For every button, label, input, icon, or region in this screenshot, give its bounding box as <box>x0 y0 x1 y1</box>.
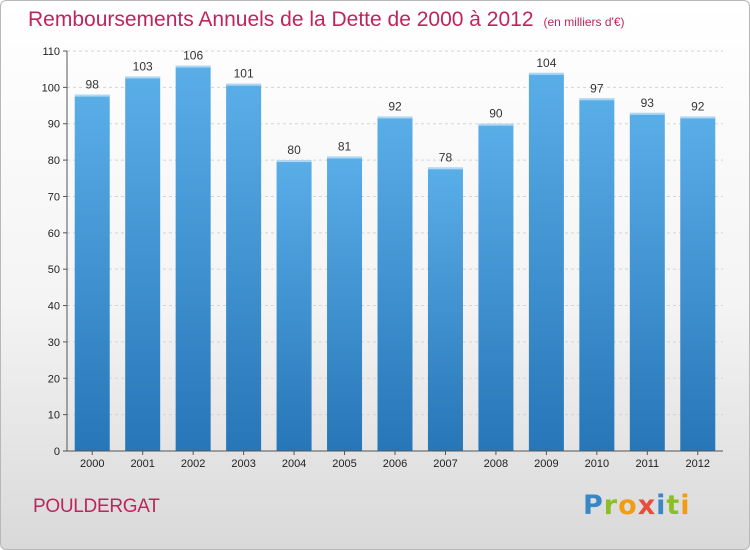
bar <box>427 167 463 451</box>
bar-highlight <box>175 65 211 68</box>
title-text: Remboursements Annuels de la Dette de 20… <box>28 8 534 31</box>
bar-highlight <box>478 123 514 126</box>
bar-highlight <box>377 116 413 119</box>
bar-value-label: 90 <box>489 107 503 121</box>
logo-letter: o <box>618 490 638 521</box>
bar <box>377 116 413 452</box>
bar-highlight <box>680 116 716 119</box>
y-tick-label: 20 <box>48 373 60 385</box>
x-tick-label: 2004 <box>282 458 306 470</box>
y-tick-label: 80 <box>48 155 60 167</box>
logo-letter: i <box>680 490 691 521</box>
bar-value-label: 98 <box>86 78 100 92</box>
title-unit: (en milliers d'€) <box>543 15 625 29</box>
bar <box>680 116 716 452</box>
bar-highlight <box>629 112 665 115</box>
logo-letter: P <box>583 490 604 521</box>
bar-highlight <box>327 156 363 159</box>
bar-value-label: 92 <box>691 99 705 113</box>
bar-value-label: 104 <box>536 56 556 70</box>
bar <box>579 98 615 451</box>
x-tick-label: 2001 <box>130 458 154 470</box>
bar <box>629 112 665 452</box>
bar-highlight <box>125 76 161 79</box>
bar <box>74 94 110 452</box>
x-tick-label: 2007 <box>433 458 457 470</box>
bar-value-label: 106 <box>183 49 203 63</box>
x-tick-label: 2011 <box>635 458 659 470</box>
y-tick-label: 10 <box>48 410 60 422</box>
y-tick-label: 60 <box>48 228 60 240</box>
logo-letter: x <box>637 490 657 521</box>
bar <box>175 65 211 451</box>
y-tick-label: 0 <box>54 446 60 458</box>
logo-letter: r <box>603 490 619 521</box>
x-tick-label: 2005 <box>332 458 356 470</box>
bar-highlight <box>226 83 262 86</box>
x-tick-label: 2002 <box>181 458 205 470</box>
bar-value-label: 78 <box>439 150 453 164</box>
y-tick-label: 110 <box>42 46 60 58</box>
bar-value-label: 80 <box>287 143 301 157</box>
y-tick-label: 70 <box>48 191 60 203</box>
bar <box>276 160 312 451</box>
bar-highlight <box>74 94 110 97</box>
bar-value-label: 97 <box>590 81 604 95</box>
x-tick-label: 2008 <box>484 458 508 470</box>
x-tick-label: 2006 <box>383 458 407 470</box>
x-tick-label: 2000 <box>80 458 104 470</box>
bar-value-label: 103 <box>133 59 153 73</box>
bars: 98 103 106 101 80 81 92 78 90 104 97 93 92 <box>74 49 716 452</box>
chart-title: Remboursements Annuels de la Dette de 20… <box>28 8 625 32</box>
commune-name: POULDERGAT <box>33 496 160 517</box>
proxiti-logo: Proxiti <box>583 490 691 521</box>
y-tick-label: 90 <box>48 119 60 131</box>
bar <box>226 83 262 452</box>
logo-letter: i <box>656 490 667 521</box>
y-tick-label: 30 <box>48 337 60 349</box>
bar-value-label: 81 <box>338 139 352 153</box>
axes: 0 10 20 30 40 50 60 70 80 90 100 110 2000 2001 2002 200… <box>42 46 723 470</box>
x-tick-label: 2010 <box>585 458 609 470</box>
bar-highlight <box>276 160 312 163</box>
bar-value-label: 93 <box>641 96 655 110</box>
bar-highlight <box>528 72 564 75</box>
logo-letter: t <box>666 490 681 521</box>
bar <box>125 76 161 452</box>
bar <box>478 123 514 452</box>
bar <box>327 156 363 452</box>
y-tick-label: 100 <box>42 82 60 94</box>
bar-highlight <box>579 98 615 101</box>
y-tick-label: 50 <box>48 264 60 276</box>
bar-value-label: 92 <box>388 99 402 113</box>
x-tick-label: 2012 <box>686 458 710 470</box>
bar-value-label: 101 <box>234 67 254 81</box>
x-tick-label: 2009 <box>534 458 558 470</box>
x-tick-label: 2003 <box>231 458 255 470</box>
y-tick-label: 40 <box>48 301 60 313</box>
bar <box>528 72 564 452</box>
bar-highlight <box>427 167 463 170</box>
